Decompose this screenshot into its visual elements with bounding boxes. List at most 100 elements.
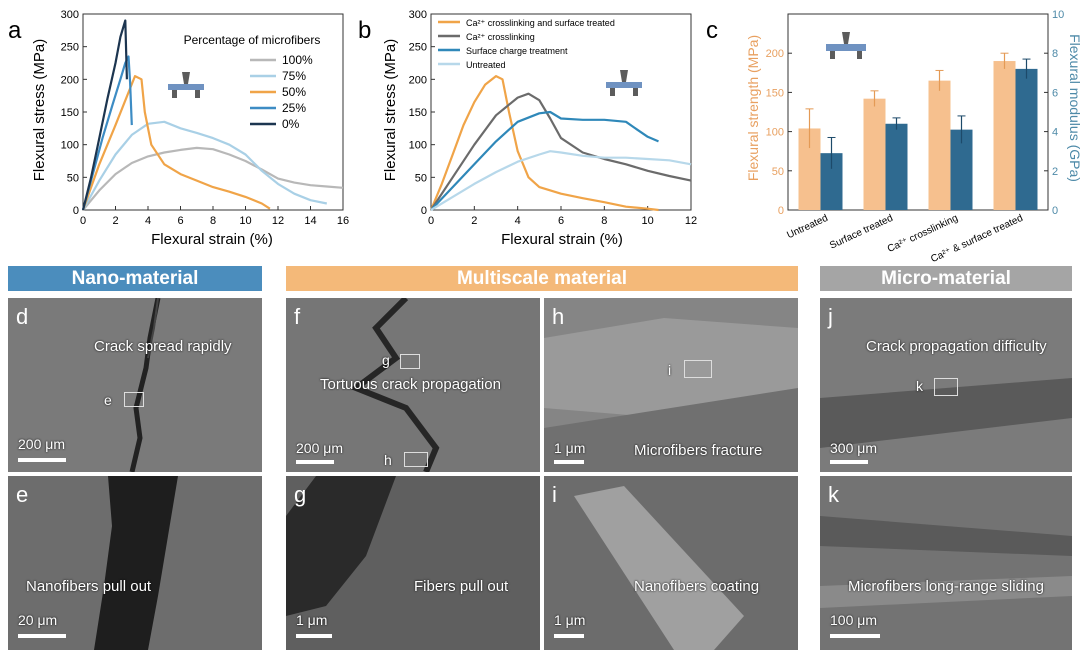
y-tick-label: 200 [61, 74, 79, 86]
sem-caption-h: Microfibers fracture [634, 442, 763, 459]
crack-illustration [129, 298, 161, 472]
scale-bar-g [296, 634, 332, 638]
x-tick-label: 4 [145, 215, 151, 227]
panel-letter-b: b [358, 17, 371, 44]
y-tick-label-left: 50 [772, 166, 784, 178]
sem-letter-j: j [828, 304, 833, 329]
y-tick-label-left: 100 [766, 127, 784, 139]
series-line-2 [81, 75, 271, 211]
legend-label: 50% [282, 85, 306, 99]
series-line-4 [81, 19, 128, 211]
y-tick-label-right: 2 [1052, 166, 1058, 178]
panel-letter-a: a [8, 17, 22, 44]
three-point-bend-icon [826, 32, 866, 59]
y-tick-label: 0 [73, 205, 79, 217]
panel-a-legend-title: Percentage of microfibers [184, 33, 321, 47]
x-tick-label: 12 [685, 215, 697, 227]
y-tick-label-right: 0 [1052, 205, 1058, 217]
y-tick-label-left: 150 [766, 87, 784, 99]
series-line-0 [82, 146, 344, 211]
bar-strength [798, 128, 821, 210]
x-tick-label: 8 [210, 215, 216, 227]
scale-label-k: 100 μm [830, 612, 877, 628]
zoom-marker-label: i [668, 362, 672, 378]
scale-label-h: 1 μm [554, 440, 586, 456]
bar-modulus [885, 123, 908, 210]
scale-bar-d [18, 458, 66, 462]
bar-strength [863, 98, 886, 210]
sem-letter-d: d [16, 304, 29, 329]
scale-label-j: 300 μm [830, 440, 877, 456]
legend-label: Ca²⁺ crosslinking [466, 32, 535, 42]
sem-caption-d: Crack spread rapidly [94, 338, 232, 355]
three-point-bend-icon [606, 70, 642, 96]
y-tick-label-right: 4 [1052, 127, 1058, 139]
panel-b-legend: Ca²⁺ crosslinking and surface treated Ca²… [438, 18, 615, 70]
x-tick-label: 6 [177, 215, 183, 227]
bar-modulus [950, 129, 973, 210]
legend-label: Surface charge treatment [466, 46, 568, 56]
legend-label: Ca²⁺ crosslinking and surface treated [466, 18, 615, 28]
sem-image-i: i Nanofibers coating 1 μm [544, 476, 798, 650]
scale-bar-k [830, 634, 880, 638]
texture-illustration [820, 516, 1072, 608]
sem-letter-g: g [294, 482, 307, 507]
section-header-micro-label: Micro-material [881, 268, 1011, 289]
sem-image-k: k Microfibers long-range sliding 100 μm [820, 476, 1072, 650]
x-tick-label: 2 [112, 215, 118, 227]
series-line-0 [429, 75, 659, 212]
panel-b-axes: 0 2 4 6 8 10 12 0 50 100 150 200 250 300 [409, 9, 697, 227]
sem-image-j: j Crack propagation difficulty k 300 μm [820, 298, 1072, 472]
sem-image-h: h Microfibers fracture i 1 μm [544, 298, 798, 472]
scale-label-i: 1 μm [554, 612, 586, 628]
panel-c-ylabel-right: Flexural modulus (GPa) [1067, 34, 1080, 182]
sem-letter-f: f [294, 304, 301, 329]
series-line-3 [81, 55, 133, 211]
panel-b-chart: b 0 2 4 6 8 10 12 0 50 100 150 200 250 300 Flexural s… [358, 9, 697, 248]
y-tick-label-left: 0 [778, 205, 784, 217]
scale-bar-j [830, 460, 868, 464]
panel-a-axes: 0 2 4 6 8 10 12 14 16 0 50 100 150 200 250 300 [61, 9, 349, 227]
panel-a-legend: 100% 75% 50% 25% 0% [250, 53, 313, 131]
panel-b-xlabel: Flexural strain (%) [501, 231, 623, 248]
sem-caption-k: Microfibers long-range sliding [848, 578, 1044, 595]
sem-image-f: f Tortuous crack propagation g h 200 μm [286, 298, 540, 472]
y-tick-label: 100 [409, 140, 427, 152]
sem-caption-f: Tortuous crack propagation [320, 376, 501, 393]
sem-letter-i: i [552, 482, 557, 507]
x-tick-label: 0 [80, 215, 86, 227]
crack-illustration [94, 476, 178, 650]
series-line-1 [430, 92, 692, 211]
x-tick-label: 14 [304, 215, 316, 227]
y-tick-label-right: 8 [1052, 48, 1058, 60]
y-tick-label: 150 [409, 107, 427, 119]
x-tick-label: 10 [239, 215, 251, 227]
sem-caption-g: Fibers pull out [414, 578, 509, 595]
bar-modulus [1015, 68, 1038, 210]
panel-a-series [81, 19, 344, 211]
section-header-nano-label: Nano-material [71, 268, 199, 289]
panel-b-series [429, 75, 692, 212]
y-tick-label: 300 [61, 9, 79, 21]
sem-caption-j: Crack propagation difficulty [866, 338, 1047, 355]
sem-caption-e: Nanofibers pull out [26, 578, 152, 595]
legend-label: 75% [282, 69, 306, 83]
scale-label-f: 200 μm [296, 440, 343, 456]
y-tick-label: 300 [409, 9, 427, 21]
scale-label-d: 200 μm [18, 436, 65, 452]
y-tick-label-right: 10 [1052, 9, 1064, 21]
texture-illustration [286, 476, 396, 616]
panel-c-bars [798, 52, 1038, 210]
y-tick-label: 200 [409, 74, 427, 86]
y-tick-label: 150 [61, 107, 79, 119]
zoom-marker-box [400, 354, 420, 369]
zoom-marker-label: g [382, 352, 390, 368]
x-tick-label: 10 [642, 215, 654, 227]
y-tick-label: 250 [61, 42, 79, 54]
panel-a-xlabel: Flexural strain (%) [151, 231, 273, 248]
series-line-3 [430, 150, 692, 211]
scale-bar-i [554, 634, 584, 638]
legend-label: Untreated [466, 60, 506, 70]
